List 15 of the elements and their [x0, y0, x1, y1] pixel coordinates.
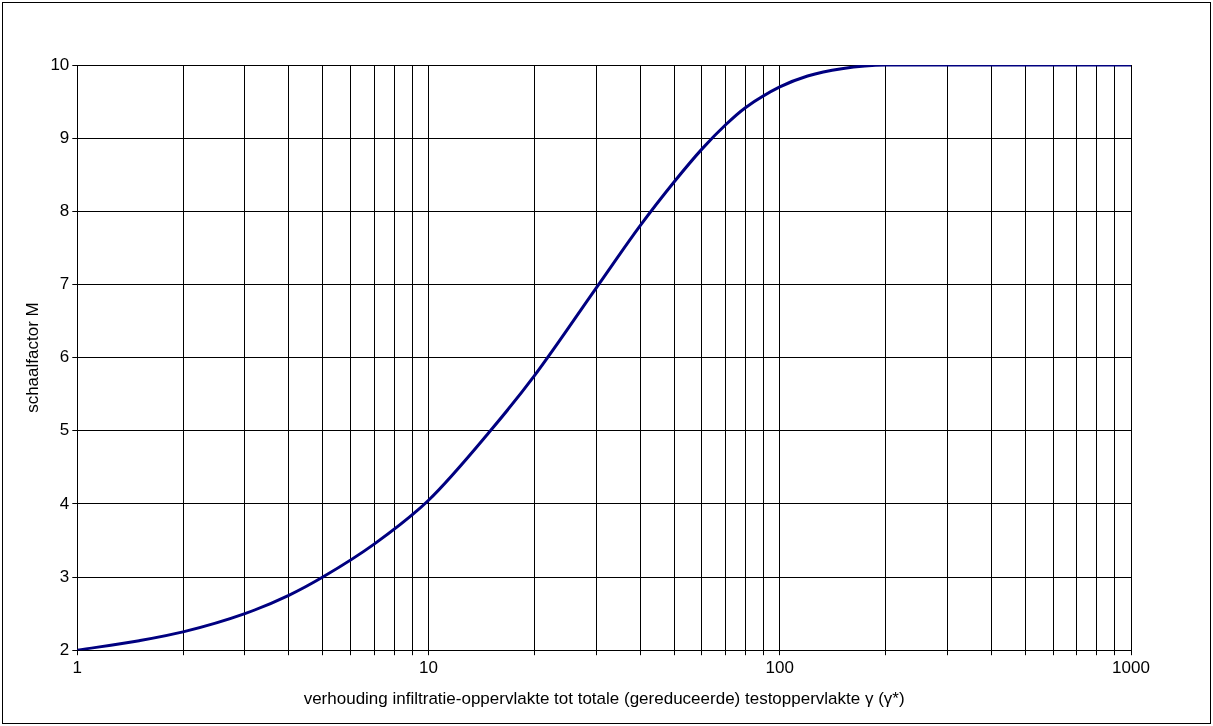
x-tick-label: 100: [765, 658, 794, 678]
x-tick-label: 1: [72, 658, 83, 678]
y-tick-label: 8: [59, 200, 70, 220]
y-tick-label: 3: [59, 566, 70, 586]
x-tick-label: 1000: [1112, 658, 1150, 678]
y-axis-title: schaalfactor M: [22, 302, 42, 413]
x-tick-label: 10: [419, 658, 438, 678]
y-tick-label: 5: [59, 420, 70, 440]
y-tick-label: 4: [59, 493, 70, 513]
y-tick-label: 10: [50, 54, 70, 74]
y-tick-label: 9: [59, 127, 70, 147]
x-axis-title: verhouding infiltratie-oppervlakte tot totale (gereduceerde) testoppervlakte γ (γ*): [303, 689, 905, 709]
y-tick-label: 7: [59, 274, 70, 294]
y-tick-label: 6: [59, 347, 70, 367]
y-tick-label: 2: [59, 639, 70, 659]
